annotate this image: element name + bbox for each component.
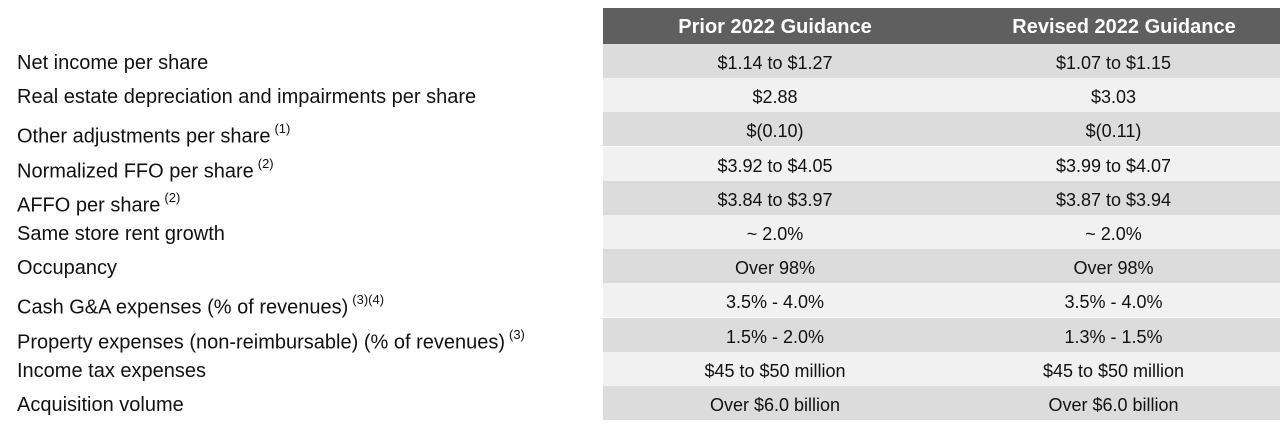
- table-row: Other adjustments per share (1) $(0.10) $(0…: [0, 112, 1280, 149]
- row-label-text: Other adjustments per share: [17, 126, 271, 149]
- cell-revised-guidance: 3.5% - 4.0%: [947, 283, 1280, 318]
- cell-prior-guidance: 1.5% - 2.0%: [603, 317, 947, 352]
- table-row: Property expenses (non-reimbursable) (% …: [0, 317, 1280, 354]
- row-label: Occupancy: [17, 249, 117, 283]
- cell-revised-guidance: Over $6.0 billion: [947, 385, 1280, 420]
- row-label: Real estate depreciation and impairments…: [17, 78, 476, 112]
- row-label-text: Real estate depreciation and impairments…: [17, 86, 477, 109]
- row-label-text: Income tax expenses: [17, 359, 206, 382]
- cell-revised-guidance: ~ 2.0%: [947, 214, 1280, 249]
- cell-prior-guidance: $2.88: [603, 78, 947, 113]
- cell-revised-guidance: $45 to $50 million: [947, 351, 1280, 386]
- row-label-text: Same store rent growth: [17, 222, 225, 245]
- table-body: Net income per share $1.14 to $1.27 $1.07 …: [0, 44, 1280, 420]
- table-row: Income tax expenses $45 to $50 million $45…: [0, 351, 1280, 386]
- row-label: Acquisition volume: [17, 386, 184, 420]
- row-label: Other adjustments per share (1): [17, 112, 291, 149]
- table-row: Net income per share $1.14 to $1.27 $1.07 …: [0, 44, 1280, 78]
- cell-revised-guidance: $3.03: [947, 78, 1280, 113]
- guidance-table: Prior 2022 Guidance Revised 2022 Guidanc…: [0, 8, 1280, 420]
- row-label-text: Cash G&A expenses (% of revenues): [17, 296, 349, 319]
- cell-prior-guidance: Over $6.0 billion: [603, 385, 947, 420]
- footnote-marker: (3): [509, 326, 525, 342]
- header-revised-guidance: Revised 2022 Guidance: [947, 8, 1280, 44]
- cell-prior-guidance: $(0.10): [603, 112, 947, 147]
- table-row: Same store rent growth ~ 2.0% ~ 2.0%: [0, 214, 1280, 249]
- cell-prior-guidance: ~ 2.0%: [603, 214, 947, 249]
- footnote-marker: (3)(4): [352, 292, 385, 308]
- table-row: Cash G&A expenses (% of revenues) (3)(4) 3…: [0, 283, 1280, 319]
- row-label-text: Normalized FFO per share: [17, 160, 254, 183]
- row-label: Property expenses (non-reimbursable) (% …: [17, 318, 525, 354]
- row-label-text: AFFO per share: [17, 194, 161, 217]
- row-label: Same store rent growth: [17, 215, 225, 249]
- cell-revised-guidance: Over 98%: [947, 249, 1280, 284]
- cell-revised-guidance: $(0.11): [947, 112, 1280, 147]
- table-header: Prior 2022 Guidance Revised 2022 Guidanc…: [0, 8, 1280, 44]
- row-label: Income tax expenses: [17, 352, 206, 386]
- row-label-text: Property expenses (non-reimbursable) (% …: [17, 331, 505, 354]
- cell-revised-guidance: $1.07 to $1.15: [947, 44, 1280, 78]
- row-label-text: Acquisition volume: [17, 393, 184, 416]
- footnote-marker: (1): [274, 121, 291, 137]
- cell-prior-guidance: Over 98%: [603, 249, 947, 284]
- cell-prior-guidance: 3.5% - 4.0%: [603, 283, 947, 318]
- footnote-marker: (2): [164, 189, 181, 205]
- row-label-text: Occupancy: [17, 257, 118, 280]
- table-row: Normalized FFO per share (2) $3.92 to $4.0…: [0, 146, 1280, 183]
- footnote-marker: (2): [257, 155, 274, 171]
- row-label: Net income per share: [17, 44, 208, 78]
- row-label: Cash G&A expenses (% of revenues) (3)(4): [17, 283, 385, 319]
- cell-revised-guidance: 1.3% - 1.5%: [947, 317, 1280, 352]
- table-row: Real estate depreciation and impairments…: [0, 78, 1280, 113]
- row-label: Normalized FFO per share (2): [17, 147, 274, 183]
- row-label: AFFO per share (2): [17, 181, 181, 217]
- cell-revised-guidance: $3.87 to $3.94: [947, 180, 1280, 215]
- header-prior-guidance: Prior 2022 Guidance: [603, 8, 947, 44]
- row-label-text: Net income per share: [17, 52, 209, 74]
- cell-prior-guidance: $3.84 to $3.97: [603, 180, 947, 215]
- cell-revised-guidance: $3.99 to $4.07: [947, 146, 1280, 181]
- table-row: AFFO per share (2) $3.84 to $3.97 $3.87 to …: [0, 180, 1280, 217]
- cell-prior-guidance: $3.92 to $4.05: [603, 146, 947, 181]
- cell-prior-guidance: $1.14 to $1.27: [603, 44, 947, 78]
- table-row: Acquisition volume Over $6.0 billion Over …: [0, 385, 1280, 420]
- cell-prior-guidance: $45 to $50 million: [603, 351, 947, 386]
- table-row: Occupancy Over 98% Over 98%: [0, 249, 1280, 284]
